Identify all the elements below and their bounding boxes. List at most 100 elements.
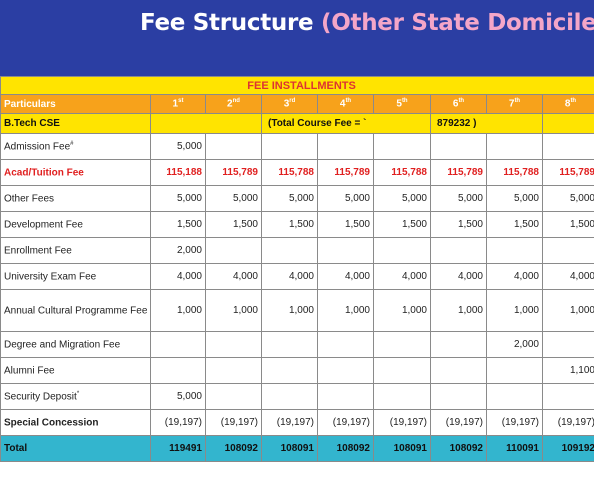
fee-cell: [261, 237, 318, 264]
fee-cell: 1,500: [205, 211, 262, 238]
fee-cell: 115,788: [486, 159, 543, 186]
page-header: Fee Structure (Other State Domicile): [0, 0, 594, 58]
installment-header-6: 6th: [430, 94, 487, 114]
fee-cell: 5,000: [150, 185, 206, 212]
fee-row: Special Concession (19,197) (19,197) (19,19…: [0, 409, 594, 436]
fee-cell: 5,000: [150, 133, 206, 160]
installment-header-7: 7th: [486, 94, 543, 114]
total-cell: 108092: [205, 435, 262, 462]
fee-cell: [542, 237, 594, 264]
title-main: Fee Structure: [140, 10, 314, 36]
fee-cell: 4,000: [373, 263, 431, 290]
fee-cell: [261, 331, 318, 358]
fee-cell: [317, 383, 374, 410]
fee-row: Acad/Tuition Fee 115,188 115,789 115,788 115…: [0, 159, 594, 186]
fee-cell: [261, 357, 318, 384]
fee-table-container: FEE INSTALLMENTS Particulars 1st 2nd 3rd 4t…: [0, 76, 594, 497]
fee-cell: 115,789: [317, 159, 374, 186]
fee-cell: [317, 331, 374, 358]
fee-cell: 1,000: [373, 289, 431, 332]
fee-cell: 1,500: [373, 211, 431, 238]
fee-cell: (19,197): [150, 409, 206, 436]
fee-cell: [486, 237, 543, 264]
installment-header-2: 2nd: [205, 94, 262, 114]
fee-cell: 4,000: [261, 263, 318, 290]
fee-row: Alumni Fee 1,100: [0, 357, 594, 384]
fee-cell: [373, 383, 431, 410]
fee-row-label: Special Concession: [0, 409, 151, 436]
fee-row: Enrollment Fee 2,000: [0, 237, 594, 264]
total-course-fee-value: 879232 ): [430, 113, 543, 134]
fee-cell: [373, 133, 431, 160]
total-cell: 108091: [373, 435, 431, 462]
total-row: Total 119491 108092 108091 108092 108091 10809…: [0, 435, 594, 462]
fee-cell: 5,000: [150, 383, 206, 410]
installment-header-5: 5th: [373, 94, 431, 114]
column-header-row: Particulars 1st 2nd 3rd 4th 5th 6th 7th 8th: [0, 94, 594, 114]
fee-cell: [542, 383, 594, 410]
fee-cell: [205, 331, 262, 358]
fee-cell: [373, 357, 431, 384]
fee-cell: [150, 357, 206, 384]
fee-cell: (19,197): [261, 409, 318, 436]
fee-cell: 5,000: [261, 185, 318, 212]
installments-heading: FEE INSTALLMENTS: [0, 76, 594, 95]
installment-header-1: 1st: [150, 94, 206, 114]
fee-row-label: Alumni Fee: [0, 357, 151, 384]
fee-cell: 115,788: [373, 159, 431, 186]
fee-cell: [205, 357, 262, 384]
fee-cell: [486, 383, 543, 410]
fee-cell: 1,000: [542, 289, 594, 332]
fee-cell: 115,789: [430, 159, 487, 186]
fee-cell: [205, 237, 262, 264]
fee-cell: 1,500: [317, 211, 374, 238]
fee-cell: 1,100: [542, 357, 594, 384]
fee-cell: [430, 383, 487, 410]
fee-cell: 115,789: [205, 159, 262, 186]
fee-row: Security Deposit* 5,000: [0, 383, 594, 410]
total-cell: 109192: [542, 435, 594, 462]
fee-cell: [205, 383, 262, 410]
fee-cell: 1,000: [486, 289, 543, 332]
fee-row-label: Annual Cultural Programme Fee: [0, 289, 151, 332]
fee-cell: [261, 133, 318, 160]
fee-cell: 1,000: [150, 289, 206, 332]
fee-cell: (19,197): [373, 409, 431, 436]
fee-cell: [430, 357, 487, 384]
fee-row-label: Admission Fee#: [0, 133, 151, 160]
title-subtitle: (Other State Domicile): [321, 10, 594, 36]
fee-cell: (19,197): [317, 409, 374, 436]
total-course-fee-label: (Total Course Fee = `: [261, 113, 431, 134]
fee-row-label: Acad/Tuition Fee: [0, 159, 151, 186]
fee-cell: [430, 133, 487, 160]
particulars-header: Particulars: [0, 94, 151, 114]
installment-header-4: 4th: [317, 94, 374, 114]
fee-cell: 2,000: [150, 237, 206, 264]
fee-cell: [430, 331, 487, 358]
fee-row: University Exam Fee 4,000 4,000 4,000 4,000 4…: [0, 263, 594, 290]
fee-cell: [261, 383, 318, 410]
fee-row-label: Other Fees: [0, 185, 151, 212]
fee-cell: 115,789: [542, 159, 594, 186]
fee-cell: [205, 133, 262, 160]
fee-cell: 1,000: [205, 289, 262, 332]
fee-cell: 1,500: [150, 211, 206, 238]
fee-cell: 4,000: [317, 263, 374, 290]
fee-cell: 5,000: [205, 185, 262, 212]
total-label: Total: [0, 435, 151, 462]
total-cell: 108092: [317, 435, 374, 462]
total-cell: 119491: [150, 435, 206, 462]
fee-cell: [373, 237, 431, 264]
fee-row-label: Degree and Migration Fee: [0, 331, 151, 358]
fee-cell: 1,500: [430, 211, 487, 238]
fee-cell: 5,000: [430, 185, 487, 212]
fee-cell: (19,197): [486, 409, 543, 436]
fee-cell: 1,000: [317, 289, 374, 332]
fee-cell: [542, 331, 594, 358]
program-name: B.Tech CSE: [0, 113, 151, 134]
fee-structure-table: FEE INSTALLMENTS Particulars 1st 2nd 3rd 4t…: [0, 76, 594, 462]
fee-cell: [317, 357, 374, 384]
fee-cell: [430, 237, 487, 264]
fee-row-label: University Exam Fee: [0, 263, 151, 290]
fee-cell: 1,500: [486, 211, 543, 238]
